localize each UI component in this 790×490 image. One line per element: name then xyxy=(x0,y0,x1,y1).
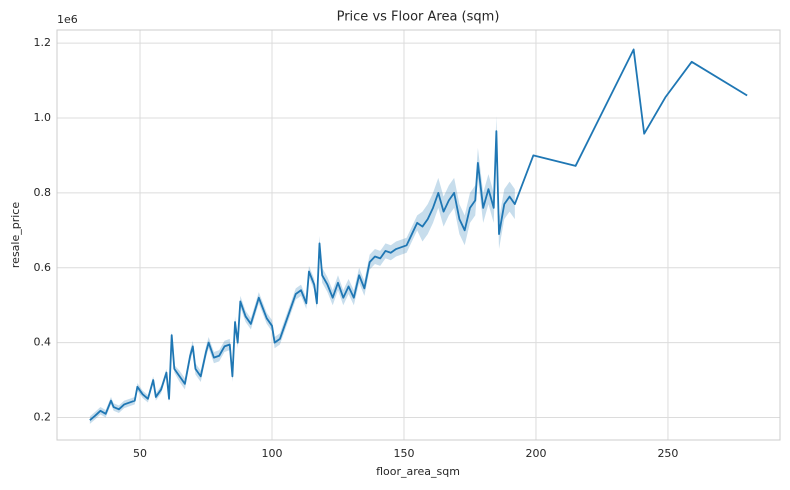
plot-frame xyxy=(56,29,781,441)
line xyxy=(89,48,748,421)
y-tick-label: 0.4 xyxy=(34,336,52,349)
x-tick-label: 250 xyxy=(657,447,678,460)
y-offset-label: 1e6 xyxy=(57,13,78,26)
x-axis-label: floor_area_sqm xyxy=(376,465,460,478)
x-tick-label: 100 xyxy=(261,447,282,460)
x-tick-label: 200 xyxy=(525,447,546,460)
y-tick-label: 0.8 xyxy=(34,186,52,199)
x-tick-label: 150 xyxy=(393,447,414,460)
chart-title: Price vs Floor Area (sqm) xyxy=(337,10,500,25)
y-tick-label: 1.0 xyxy=(34,111,52,124)
y-tick-label: 1.2 xyxy=(34,36,52,49)
y-tick-label: 0.6 xyxy=(34,261,52,274)
y-tick-label: 0.2 xyxy=(34,411,52,424)
y-axis-label: resale_price xyxy=(9,202,22,268)
x-tick-label: 50 xyxy=(133,447,147,460)
